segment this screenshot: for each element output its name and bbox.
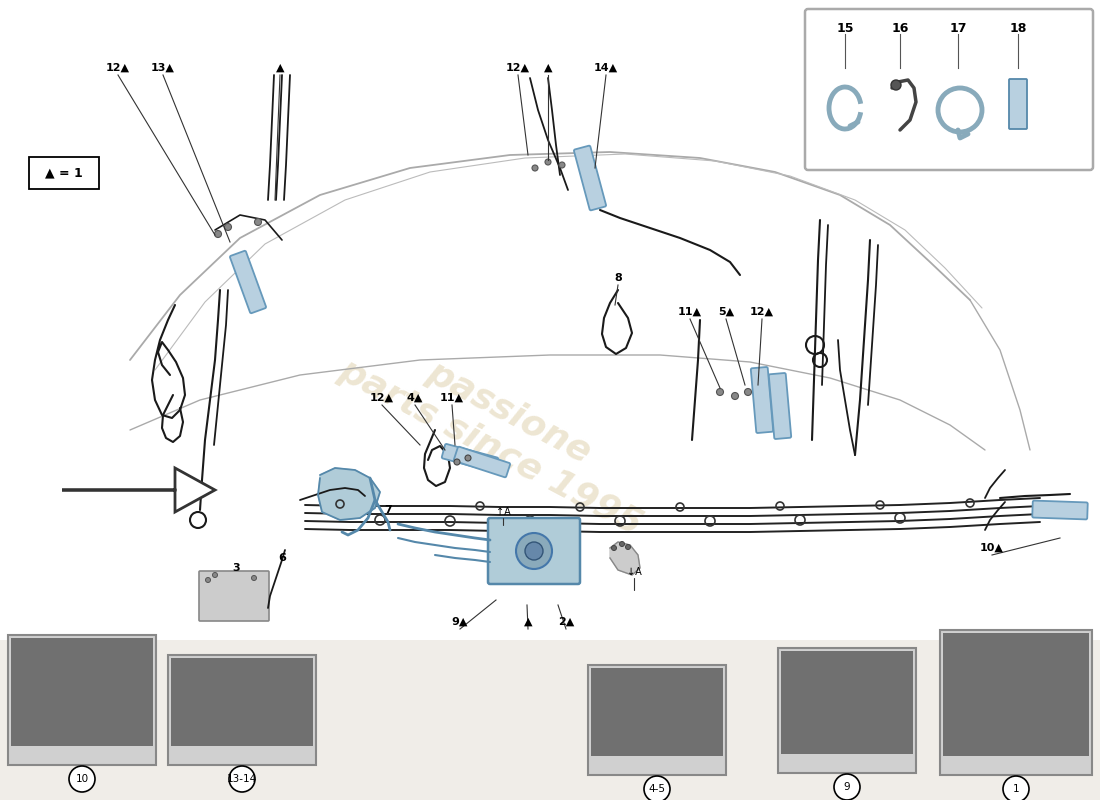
Text: 9▲: 9▲ (452, 617, 469, 627)
Polygon shape (318, 468, 380, 520)
Circle shape (454, 459, 460, 465)
FancyBboxPatch shape (199, 571, 270, 621)
Text: 7: 7 (384, 505, 392, 515)
Circle shape (254, 218, 262, 226)
Bar (0, 0, 1100, 640)
Text: 18: 18 (1010, 22, 1026, 34)
Text: 12▲: 12▲ (750, 307, 774, 317)
FancyBboxPatch shape (751, 367, 773, 433)
Text: 12▲: 12▲ (106, 63, 130, 73)
Text: 11▲: 11▲ (678, 307, 702, 317)
Text: 8: 8 (614, 273, 622, 283)
Text: 3: 3 (232, 563, 240, 573)
FancyBboxPatch shape (488, 518, 580, 584)
Text: 10: 10 (76, 774, 89, 784)
Bar (588, 665, 726, 775)
Text: 4-5: 4-5 (649, 784, 666, 794)
FancyBboxPatch shape (454, 446, 510, 478)
Circle shape (69, 766, 95, 792)
Circle shape (229, 766, 255, 792)
Text: 5▲: 5▲ (718, 307, 734, 317)
FancyBboxPatch shape (1009, 79, 1027, 129)
Text: 11▲: 11▲ (440, 393, 464, 403)
FancyBboxPatch shape (29, 157, 99, 189)
Bar (591, 668, 723, 756)
Text: ↓A: ↓A (627, 567, 641, 577)
Bar (0, 640, 1100, 800)
Circle shape (559, 162, 565, 168)
Circle shape (214, 230, 221, 238)
FancyBboxPatch shape (805, 9, 1093, 170)
Bar (943, 633, 1089, 756)
Polygon shape (610, 542, 640, 575)
FancyBboxPatch shape (769, 373, 791, 439)
Bar (940, 630, 1092, 775)
Text: ▲: ▲ (524, 617, 532, 627)
Circle shape (206, 578, 210, 582)
Text: 17: 17 (949, 22, 967, 34)
FancyBboxPatch shape (230, 251, 266, 313)
Circle shape (525, 542, 543, 560)
Circle shape (516, 533, 552, 569)
FancyBboxPatch shape (1032, 501, 1088, 519)
Text: 9: 9 (844, 782, 850, 792)
Circle shape (1003, 776, 1028, 800)
Text: ↑A: ↑A (496, 507, 510, 517)
Circle shape (252, 575, 256, 581)
Text: 16: 16 (891, 22, 909, 34)
Text: 12▲: 12▲ (370, 393, 394, 403)
Text: ▲ = 1: ▲ = 1 (45, 166, 82, 179)
Circle shape (626, 545, 630, 550)
Polygon shape (62, 468, 214, 512)
Text: 13-14: 13-14 (227, 774, 257, 784)
Circle shape (834, 774, 860, 800)
Circle shape (465, 455, 471, 461)
Circle shape (212, 573, 218, 578)
Text: ▲: ▲ (543, 63, 552, 73)
Circle shape (745, 389, 751, 395)
Bar (8, 635, 156, 765)
Text: 2▲: 2▲ (558, 617, 574, 627)
Circle shape (619, 542, 625, 546)
Text: 6: 6 (278, 553, 286, 563)
Text: 4▲: 4▲ (407, 393, 424, 403)
Text: passione
parts since 1995: passione parts since 1995 (333, 318, 667, 542)
Bar (168, 655, 316, 765)
Text: 1: 1 (1013, 784, 1020, 794)
Circle shape (612, 546, 616, 550)
Circle shape (891, 80, 901, 90)
Text: 14▲: 14▲ (594, 63, 618, 73)
Bar (11, 638, 153, 746)
Bar (778, 648, 916, 773)
Text: 13▲: 13▲ (151, 63, 175, 73)
Bar (170, 658, 314, 746)
Circle shape (732, 393, 738, 399)
Circle shape (716, 389, 724, 395)
Text: ▲: ▲ (276, 63, 284, 73)
FancyBboxPatch shape (442, 444, 498, 472)
Text: 10▲: 10▲ (980, 543, 1004, 553)
Circle shape (644, 776, 670, 800)
Text: 12▲: 12▲ (506, 63, 530, 73)
FancyBboxPatch shape (574, 146, 606, 210)
Circle shape (532, 165, 538, 171)
Bar (781, 651, 913, 754)
Text: 15: 15 (836, 22, 854, 34)
Circle shape (224, 223, 231, 230)
Circle shape (544, 159, 551, 165)
